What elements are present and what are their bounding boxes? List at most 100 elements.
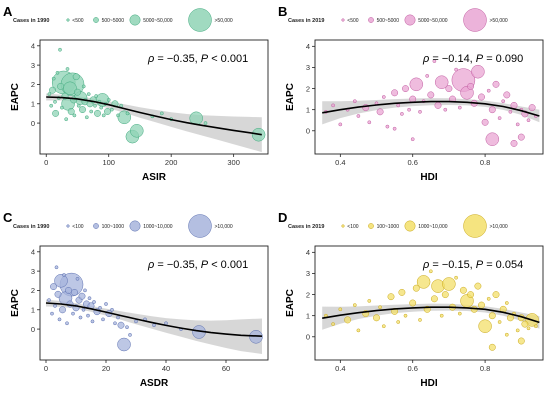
data-point xyxy=(57,317,62,322)
y-tick-label: 3 xyxy=(306,63,310,72)
data-point xyxy=(66,300,74,308)
data-point xyxy=(515,328,520,333)
annotation-part: = −0.35, xyxy=(154,259,200,271)
data-point xyxy=(367,299,372,303)
data-point xyxy=(432,59,437,63)
y-tick-label: 0 xyxy=(306,126,310,135)
data-point xyxy=(93,103,97,108)
annotation-part: = 0.054 xyxy=(483,259,523,271)
legend-key xyxy=(463,8,487,32)
data-point xyxy=(467,82,475,90)
data-point xyxy=(510,101,518,109)
panel-letter: A xyxy=(3,4,13,19)
data-point xyxy=(492,80,500,88)
data-point xyxy=(486,296,491,301)
data-point xyxy=(471,64,485,79)
plot-area xyxy=(322,269,540,351)
y-tick-label: 0 xyxy=(31,325,35,334)
data-point xyxy=(416,275,431,289)
x-tick-label: 100 xyxy=(102,158,115,167)
legend-key xyxy=(188,8,212,32)
data-point xyxy=(81,307,86,312)
x-tick-label: 0.8 xyxy=(480,364,490,373)
data-point xyxy=(47,298,51,302)
x-tick-label: 20 xyxy=(102,364,110,373)
data-point xyxy=(515,122,520,127)
y-tick-label: 3 xyxy=(31,61,35,70)
data-point xyxy=(407,107,411,112)
data-point xyxy=(410,137,415,142)
legend-key xyxy=(463,214,487,238)
data-point xyxy=(90,319,95,324)
data-point xyxy=(86,92,91,96)
x-tick-label: 0.4 xyxy=(335,364,345,373)
data-point xyxy=(510,139,518,147)
data-point xyxy=(67,108,75,115)
legend-key xyxy=(341,224,345,228)
data-point xyxy=(528,104,536,112)
annotation-part: < 0.001 xyxy=(208,53,248,65)
legend-key xyxy=(368,17,374,23)
data-point xyxy=(352,99,357,104)
data-point xyxy=(113,321,117,326)
y-tick-label: 2 xyxy=(306,84,310,93)
legend-label: 100~1000 xyxy=(102,224,125,230)
legend-key xyxy=(129,14,141,26)
legend-label: >10,000 xyxy=(215,224,233,230)
y-tick-label: 1 xyxy=(306,311,310,320)
data-point xyxy=(412,284,420,292)
panel-d: D Cases in 2019 <100 100~1000 1000~10,000 >10… xyxy=(275,206,550,412)
x-tick-label: 60 xyxy=(222,364,230,373)
legend-label: 5000~50,000 xyxy=(418,18,448,24)
data-point xyxy=(445,85,453,93)
data-point xyxy=(352,303,357,307)
fitted-curve xyxy=(322,100,540,117)
legend-label: >50,000 xyxy=(490,18,508,24)
y-tick-label: 1 xyxy=(31,99,35,108)
y-tick-label: 2 xyxy=(31,80,35,89)
data-point xyxy=(89,109,94,114)
data-point xyxy=(504,332,509,337)
data-point xyxy=(497,116,502,120)
data-point xyxy=(488,343,496,351)
data-point xyxy=(54,274,68,288)
correlation-annotation: ρ = −0.35, P < 0.001 xyxy=(147,259,248,271)
data-point xyxy=(381,324,386,329)
legend-key xyxy=(404,220,416,232)
data-point xyxy=(125,325,129,330)
data-point xyxy=(428,269,433,274)
legend-label: >50,000 xyxy=(215,18,233,24)
data-point xyxy=(83,288,87,293)
y-axis-title: EAPC xyxy=(10,289,21,317)
panel-letter: C xyxy=(3,210,13,225)
data-point xyxy=(50,283,57,291)
data-point xyxy=(344,316,352,324)
y-tick-label: 3 xyxy=(31,267,35,276)
correlation-annotation: ρ = −0.35, P < 0.001 xyxy=(147,53,248,65)
legend-key xyxy=(404,14,416,26)
y-tick-label: 2 xyxy=(306,290,310,299)
data-point xyxy=(50,311,54,316)
data-point xyxy=(110,307,114,312)
data-point xyxy=(503,91,511,99)
annotation-part: P xyxy=(201,259,209,271)
data-point xyxy=(94,109,101,117)
y-tick-label: 0 xyxy=(31,119,35,128)
data-point xyxy=(409,95,417,103)
data-point xyxy=(203,121,208,125)
data-point xyxy=(418,109,422,114)
data-point xyxy=(430,295,438,303)
data-point xyxy=(381,95,386,99)
fitted-curve xyxy=(322,306,540,324)
data-point xyxy=(99,105,104,110)
x-tick-label: 0 xyxy=(44,158,48,167)
y-tick-label: 3 xyxy=(306,269,310,278)
data-point xyxy=(55,70,60,75)
data-point xyxy=(526,118,531,123)
x-tick-label: 0.6 xyxy=(407,364,417,373)
data-point xyxy=(104,108,111,115)
